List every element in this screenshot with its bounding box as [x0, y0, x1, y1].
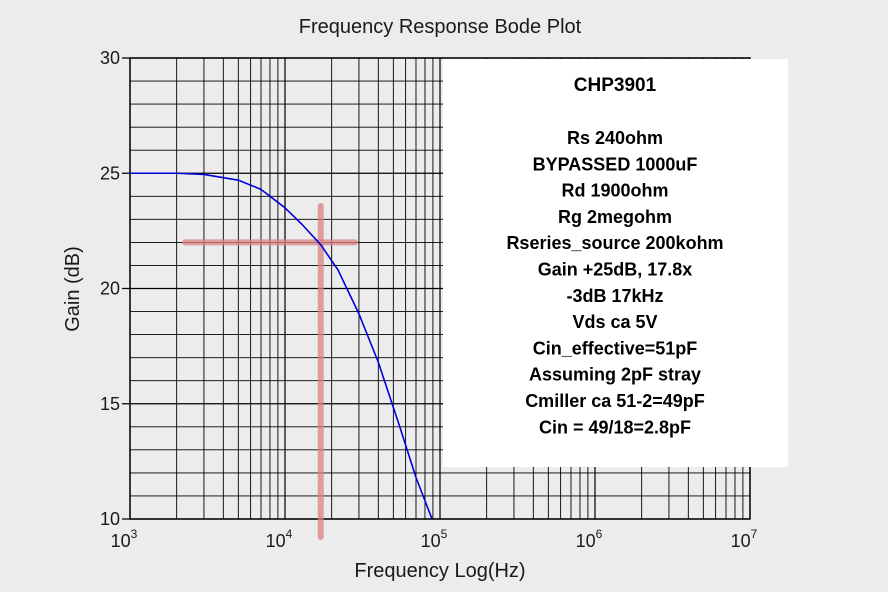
annotation-line: Rseries_source 200kohm — [506, 233, 723, 253]
y-tick-label: 25 — [100, 163, 120, 183]
annotation-line: Rg 2megohm — [558, 207, 672, 227]
x-tick-label: 106 — [576, 527, 603, 551]
annotation-line: Rd 1900ohm — [561, 181, 668, 201]
y-tick-label: 10 — [100, 509, 120, 529]
y-tick-label: 20 — [100, 279, 120, 299]
annotation-line: BYPASSED 1000uF — [533, 154, 698, 174]
x-tick-label: 107 — [731, 527, 758, 551]
y-tick-label: 15 — [100, 394, 120, 414]
series-layer — [130, 172, 433, 519]
annotation-line: Gain +25dB, 17.8x — [538, 260, 693, 280]
x-axis-label: Frequency Log(Hz) — [354, 560, 525, 582]
annotation-box: CHP3901 Rs 240ohm BYPASSED 1000uF Rd 1900o… — [443, 59, 788, 467]
annotation-line: Assuming 2pF stray — [529, 365, 701, 385]
annotation-line: -3dB 17kHz — [566, 286, 663, 306]
annotation-line: Cin = 49/18=2.8pF — [539, 417, 691, 437]
marker-lines — [182, 203, 358, 540]
annotation-line: Rs 240ohm — [567, 128, 663, 148]
annotation-title: CHP3901 — [574, 75, 657, 96]
annotation-line: Vds ca 5V — [572, 312, 657, 332]
annotation-line: Cmiller ca 51-2=49pF — [525, 391, 705, 411]
y-axis-label: Gain (dB) — [62, 246, 84, 332]
chart-title: Frequency Response Bode Plot — [299, 16, 582, 38]
x-tick-label: 105 — [421, 527, 448, 551]
y-tick-label: 30 — [100, 48, 120, 68]
annotation-line: Cin_effective=51pF — [533, 338, 698, 358]
annotation-background — [443, 59, 788, 467]
gain-series-line — [130, 172, 433, 519]
x-tick-label: 103 — [111, 527, 138, 551]
tick-labels: 10 15 20 25 30 103 104 105 106 107 — [100, 48, 758, 551]
x-tick-label: 104 — [266, 527, 293, 551]
